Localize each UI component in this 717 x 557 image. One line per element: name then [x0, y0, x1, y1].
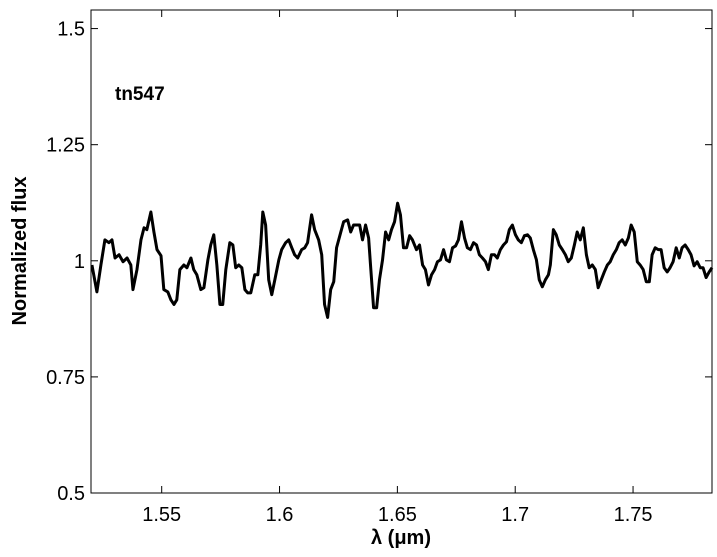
x-axis-label: λ (μm)	[371, 527, 431, 549]
x-tick-label: 1.65	[378, 504, 417, 526]
x-tick-label: 1.7	[501, 504, 529, 526]
plot-frame	[90, 9, 713, 494]
x-tick-label: 1.55	[142, 504, 181, 526]
y-axis-label: Normalized flux	[9, 177, 31, 326]
y-tick-label: 1	[74, 251, 85, 273]
annotation: tn547	[115, 84, 165, 105]
x-tick-label: 1.75	[614, 504, 653, 526]
x-tick-label: 1.6	[266, 504, 294, 526]
y-tick-label: 1.5	[57, 19, 85, 41]
y-tick-label: 1.25	[46, 135, 85, 157]
y-tick-label: 0.75	[46, 367, 85, 389]
spectrum-line	[90, 201, 714, 319]
y-tick-label: 0.5	[57, 483, 85, 505]
